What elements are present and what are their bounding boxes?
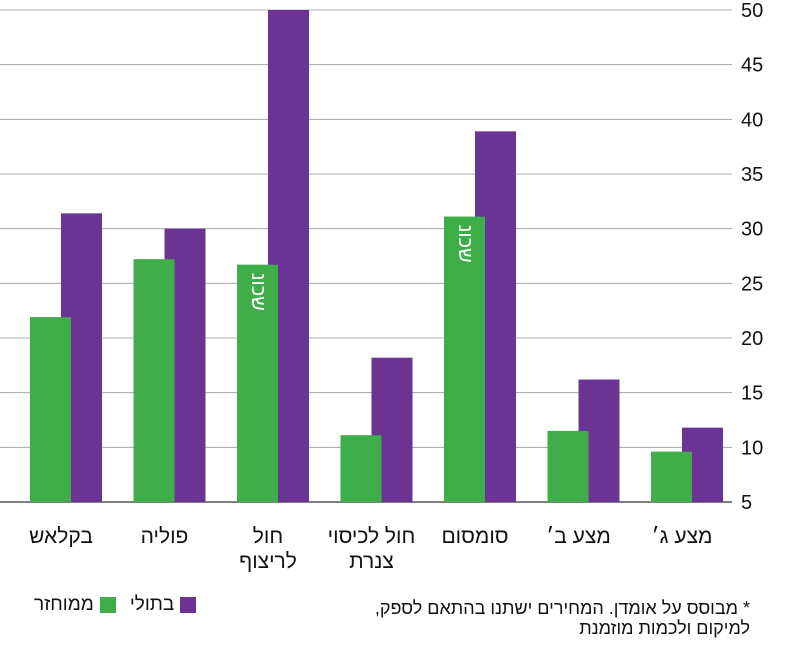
bar-recycled-front-4 <box>444 216 485 502</box>
legend-item-virgin: בתולי <box>129 594 197 616</box>
bar-annotation-1: שכונ <box>454 225 476 263</box>
y-tick-label: 15 <box>741 383 763 405</box>
y-tick-label: 35 <box>741 164 763 186</box>
legend-item-recycled: ממוחזר <box>34 594 116 616</box>
footnote-line-2: למיקום ולכמות מוזמנת <box>579 618 750 638</box>
category-label-2: חול <box>253 525 283 548</box>
y-tick-label: 25 <box>741 273 763 295</box>
category-label-1: פוליה <box>141 525 189 548</box>
bar-recycled-front-5 <box>547 430 589 502</box>
category-label-2: לריצוף <box>239 550 297 573</box>
bar-recycled-front-0 <box>30 317 71 502</box>
legend-swatch-virgin <box>180 597 197 613</box>
legend-label-recycled: ממוחזר <box>34 594 94 615</box>
category-label-4: סומסום <box>441 525 508 548</box>
category-label-6: מצע ג׳ <box>652 525 713 548</box>
legend-label-virgin: בתולי <box>129 594 175 615</box>
y-tick-label: 20 <box>741 328 763 350</box>
y-tick-label: 50 <box>741 0 763 22</box>
bar-chart: שכונ שכונ 5 10 15 20 25 30 35 40 45 50 בקלאש פוליה ח… <box>0 0 763 573</box>
y-tick-label: 30 <box>741 219 763 241</box>
y-tick-label: 10 <box>741 437 763 459</box>
bar-recycled-front-3 <box>340 435 382 502</box>
y-tick-label: 45 <box>741 55 763 77</box>
legend: בתולי ממוחזר <box>20 594 197 616</box>
bars: שכונ שכונ <box>30 10 723 503</box>
category-label-3: צנרת <box>349 550 394 573</box>
bar-recycled-front-2 <box>237 264 278 502</box>
bar-annotation-0: שכונ <box>247 273 269 311</box>
y-axis-ticks: 5 10 15 20 25 30 35 40 45 50 <box>741 0 763 514</box>
gridlines <box>0 9 732 503</box>
y-tick-label: 40 <box>741 109 763 131</box>
bar-recycled-front-1 <box>133 259 175 502</box>
category-label-5: מצע ב׳ <box>546 525 611 548</box>
footnote: * מבוסס על אומדן. המחירים ישתנו בהתאם לס… <box>280 598 750 638</box>
y-tick-label: 5 <box>741 492 752 514</box>
legend-swatch-recycled <box>99 597 116 613</box>
category-label-0: בקלאש <box>29 525 93 548</box>
category-label-3: חול לכיסוי <box>328 525 416 548</box>
footnote-line-1: * מבוסס על אומדן. המחירים ישתנו בהתאם לס… <box>374 598 750 618</box>
bar-recycled-front-6 <box>651 451 692 502</box>
